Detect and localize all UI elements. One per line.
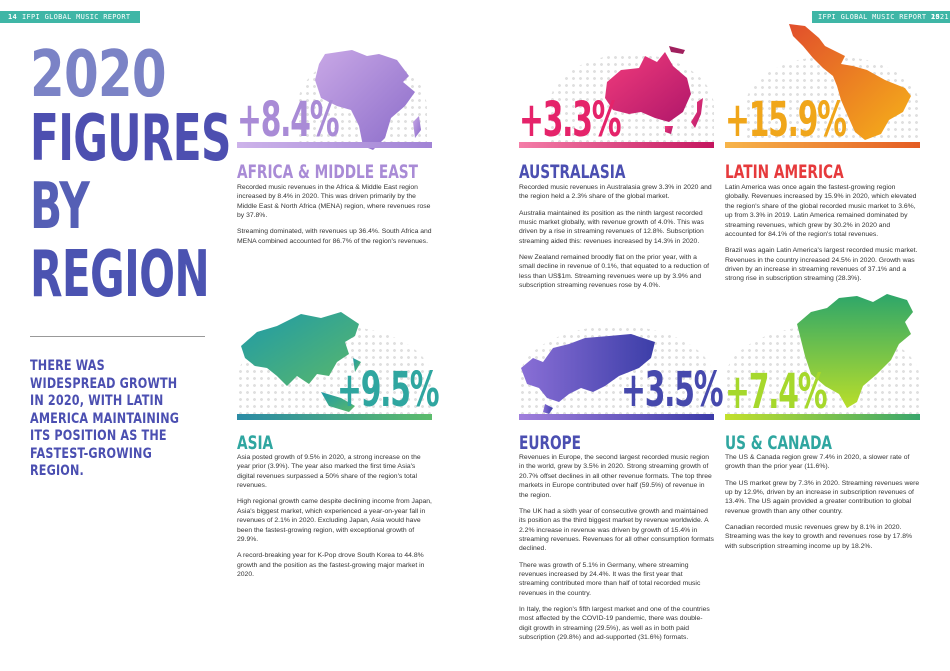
region-title: LATIN AMERICA [725, 161, 844, 183]
paragraph: The UK had a sixth year of consecutive g… [519, 507, 714, 553]
paragraph: Streaming dominated, with revenues up 36… [237, 228, 432, 245]
percent-europe: +3.5% [621, 362, 724, 418]
region-body: Asia posted growth of 9.5% in 2020, a st… [237, 453, 432, 586]
paragraph: Australia maintained its position as the… [519, 209, 704, 245]
region-title: EUROPE [519, 432, 581, 454]
divider [30, 336, 205, 337]
color-strip [519, 142, 714, 148]
paragraph: In Italy, the region's fifth largest mar… [519, 606, 710, 642]
region-body: Revenues in Europe, the second largest r… [519, 453, 714, 650]
region-body: The US & Canada region grew 7.4% in 2020… [725, 453, 920, 558]
region-australasia: +3.3% AUSTRALASIA Recorded music revenue… [519, 40, 714, 300]
paragraph: High regional growth came despite declin… [237, 498, 432, 544]
latin-america-map-icon [789, 24, 911, 140]
paragraph: Recorded music revenues in the Africa & … [237, 184, 431, 220]
color-strip [237, 142, 432, 148]
paragraph: A record-breaking year for K-Pop drove S… [237, 552, 425, 579]
paragraph: New Zealand remained broodly flat on the… [519, 254, 710, 290]
page-header-right: IFPI GLOBAL MUSIC REPORT 2021 15 [812, 11, 950, 23]
paragraph: Canadian recorded music revenues grew by… [725, 524, 913, 550]
color-strip [519, 414, 714, 420]
hero-line-figures: FIGURES [30, 102, 231, 176]
page-number: 14 [8, 13, 18, 21]
percent-africa: +8.4% [237, 92, 340, 148]
report-title: IFPI GLOBAL MUSIC REPORT 2021 [818, 13, 949, 21]
africa-map-icon [315, 50, 421, 150]
paragraph: Asia posted growth of 9.5% in 2020, a st… [237, 454, 421, 490]
paragraph: The US & Canada region grew 7.4% in 2020… [725, 454, 910, 471]
hero-line-by: BY [30, 170, 90, 244]
percent-latin-america: +15.9% [725, 92, 847, 148]
percent-us-canada: +7.4% [725, 364, 828, 420]
paragraph: Revenues in Europe, the second largest r… [519, 454, 712, 499]
percent-australasia: +3.3% [519, 92, 622, 148]
color-strip [237, 414, 432, 420]
paragraph: There was growth of 5.1% in Germany, whe… [519, 561, 701, 597]
report-title: IFPI GLOBAL MUSIC REPORT 2021 [22, 13, 131, 33]
region-latin-america: +15.9% LATIN AMERICA Latin America was o… [725, 22, 920, 282]
region-africa: +8.4% AFRICA & MIDDLE EAST Recorded musi… [237, 40, 432, 255]
region-body: Recorded music revenues in Australasia g… [519, 183, 714, 297]
paragraph: Latin America was once again the fastest… [725, 184, 917, 239]
region-title: AFRICA & MIDDLE EAST [237, 161, 419, 183]
paragraph: The US market grew by 7.3% in 2020. Stre… [725, 479, 920, 515]
region-title: ASIA [237, 432, 274, 454]
australia-map-icon [605, 46, 703, 134]
region-title: AUSTRALASIA [519, 161, 626, 183]
page-header-left: 14 IFPI GLOBAL MUSIC REPORT 2021 [0, 11, 140, 33]
hero-year: 2020 [30, 38, 167, 112]
asia-map-icon [241, 312, 361, 412]
region-body: Recorded music revenues in the Africa & … [237, 183, 432, 253]
hero-tagline: THERE WAS WIDESPREAD GROWTH IN 2020, WIT… [30, 358, 180, 479]
paragraph: Recorded music revenues in Australasia g… [519, 184, 712, 201]
page-number: 15 [930, 13, 940, 21]
hero-line-region: REGION [30, 238, 210, 312]
color-strip [725, 142, 920, 148]
region-body: Latin America was once again the fastest… [725, 183, 920, 291]
paragraph: Brazil was again Latin America's largest… [725, 247, 918, 283]
region-europe: +3.5% EUROPE Revenues in Europe, the sec… [519, 306, 724, 656]
north-america-map-icon [797, 294, 913, 408]
percent-asia: +9.5% [337, 362, 440, 418]
region-us-canada: +7.4% US & CANADA The US & Canada region… [725, 290, 920, 590]
region-title: US & CANADA [725, 432, 833, 454]
color-strip [725, 414, 920, 420]
region-asia: +9.5% ASIA Asia posted growth of 9.5% in… [237, 306, 440, 596]
europe-map-icon [521, 334, 655, 414]
